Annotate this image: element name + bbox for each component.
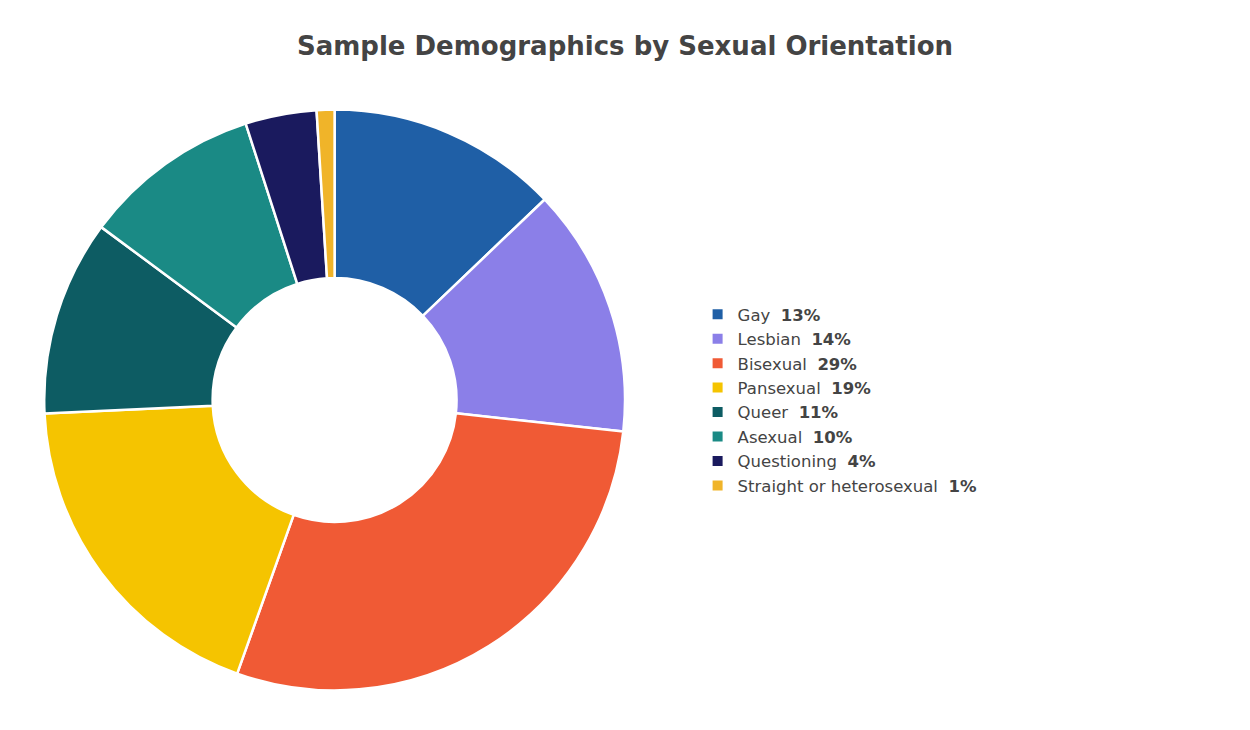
svg-text:Gay 13%: Gay 13% — [738, 306, 821, 325]
svg-text:Questioning 4%: Questioning 4% — [738, 452, 876, 471]
svg-text:Queer 11%: Queer 11% — [738, 403, 839, 422]
svg-text:Asexual 10%: Asexual 10% — [738, 428, 853, 447]
svg-text:Bisexual 29%: Bisexual 29% — [738, 355, 858, 374]
svg-text:Pansexual 19%: Pansexual 19% — [738, 379, 872, 398]
svg-text:Lesbian 14%: Lesbian 14% — [738, 330, 852, 349]
svg-text:Sample Demographics by Sexual: Sample Demographics by Sexual Orientatio… — [297, 31, 953, 61]
svg-text:Straight or heterosexual 1%: Straight or heterosexual 1% — [738, 477, 977, 496]
